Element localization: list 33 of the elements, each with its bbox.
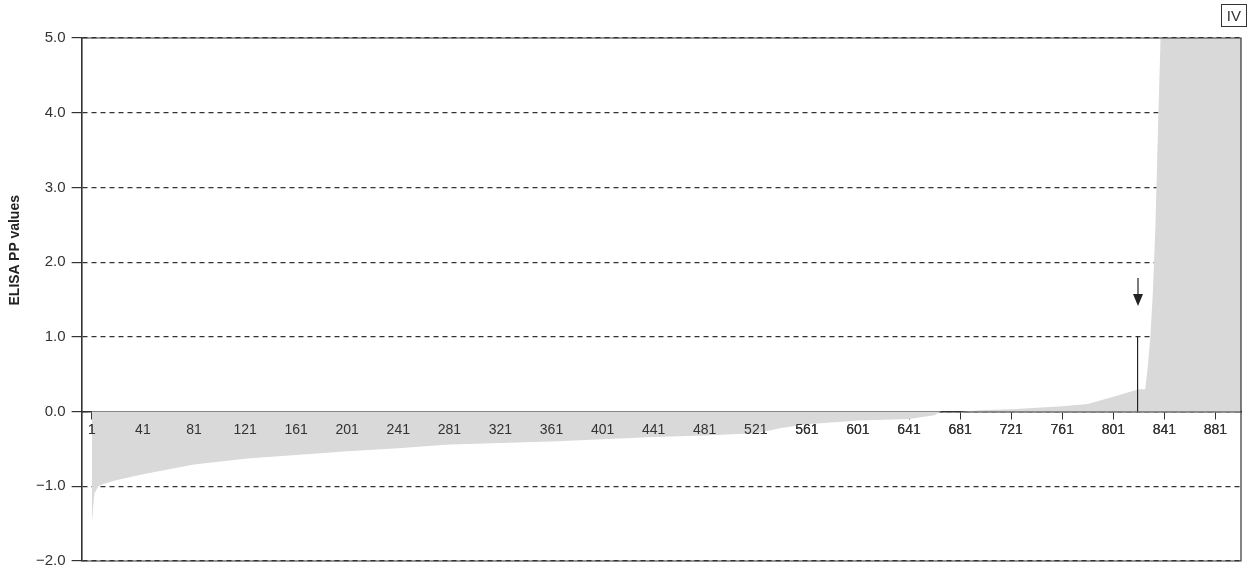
y-tick-label: 4.0: [44, 102, 66, 120]
x-tick-label: 161: [284, 420, 309, 437]
x-tick-label: 601: [846, 420, 870, 437]
x-tick-label: 1: [87, 420, 96, 437]
text: IV: [1220, 4, 1247, 27]
x-tick-label: 681: [948, 420, 972, 437]
x-tick-label: 41: [135, 420, 151, 437]
x-tick-label: 841: [1152, 420, 1177, 437]
x-tick-label: 441: [641, 420, 666, 437]
y-tick-label: 1.0: [44, 327, 66, 344]
y-tick-label: −2.0: [35, 551, 66, 569]
x-tick-label: 361: [539, 420, 564, 437]
x-tick-label: 641: [897, 420, 921, 437]
x-tick-label: 401: [590, 420, 615, 437]
x-tick-label: 481: [693, 420, 717, 437]
x-tick-label: 561: [795, 420, 819, 437]
x-tick-label: 81: [186, 420, 202, 437]
x-tick-label: 761: [1050, 420, 1075, 437]
y-axis-title: ELISA PP values: [6, 194, 22, 306]
x-tick-label: 721: [999, 420, 1024, 437]
x-tick-label: 321: [488, 420, 513, 437]
x-tick-label: 281: [437, 420, 462, 437]
y-tick-label: 2.0: [44, 252, 66, 270]
y-tick-label: 5.0: [44, 28, 66, 46]
y-tick-label: 0.0: [44, 401, 66, 419]
x-tick-label: 201: [335, 420, 360, 437]
x-tick-label: 121: [233, 420, 257, 437]
y-tick-label: −1.0: [35, 476, 66, 494]
y-tick-label: 3.0: [44, 177, 66, 195]
x-tick-label: 241: [386, 420, 411, 437]
x-tick-label: 881: [1203, 420, 1228, 437]
x-tick-label: 521: [744, 420, 768, 437]
x-tick-label: 801: [1101, 420, 1126, 437]
